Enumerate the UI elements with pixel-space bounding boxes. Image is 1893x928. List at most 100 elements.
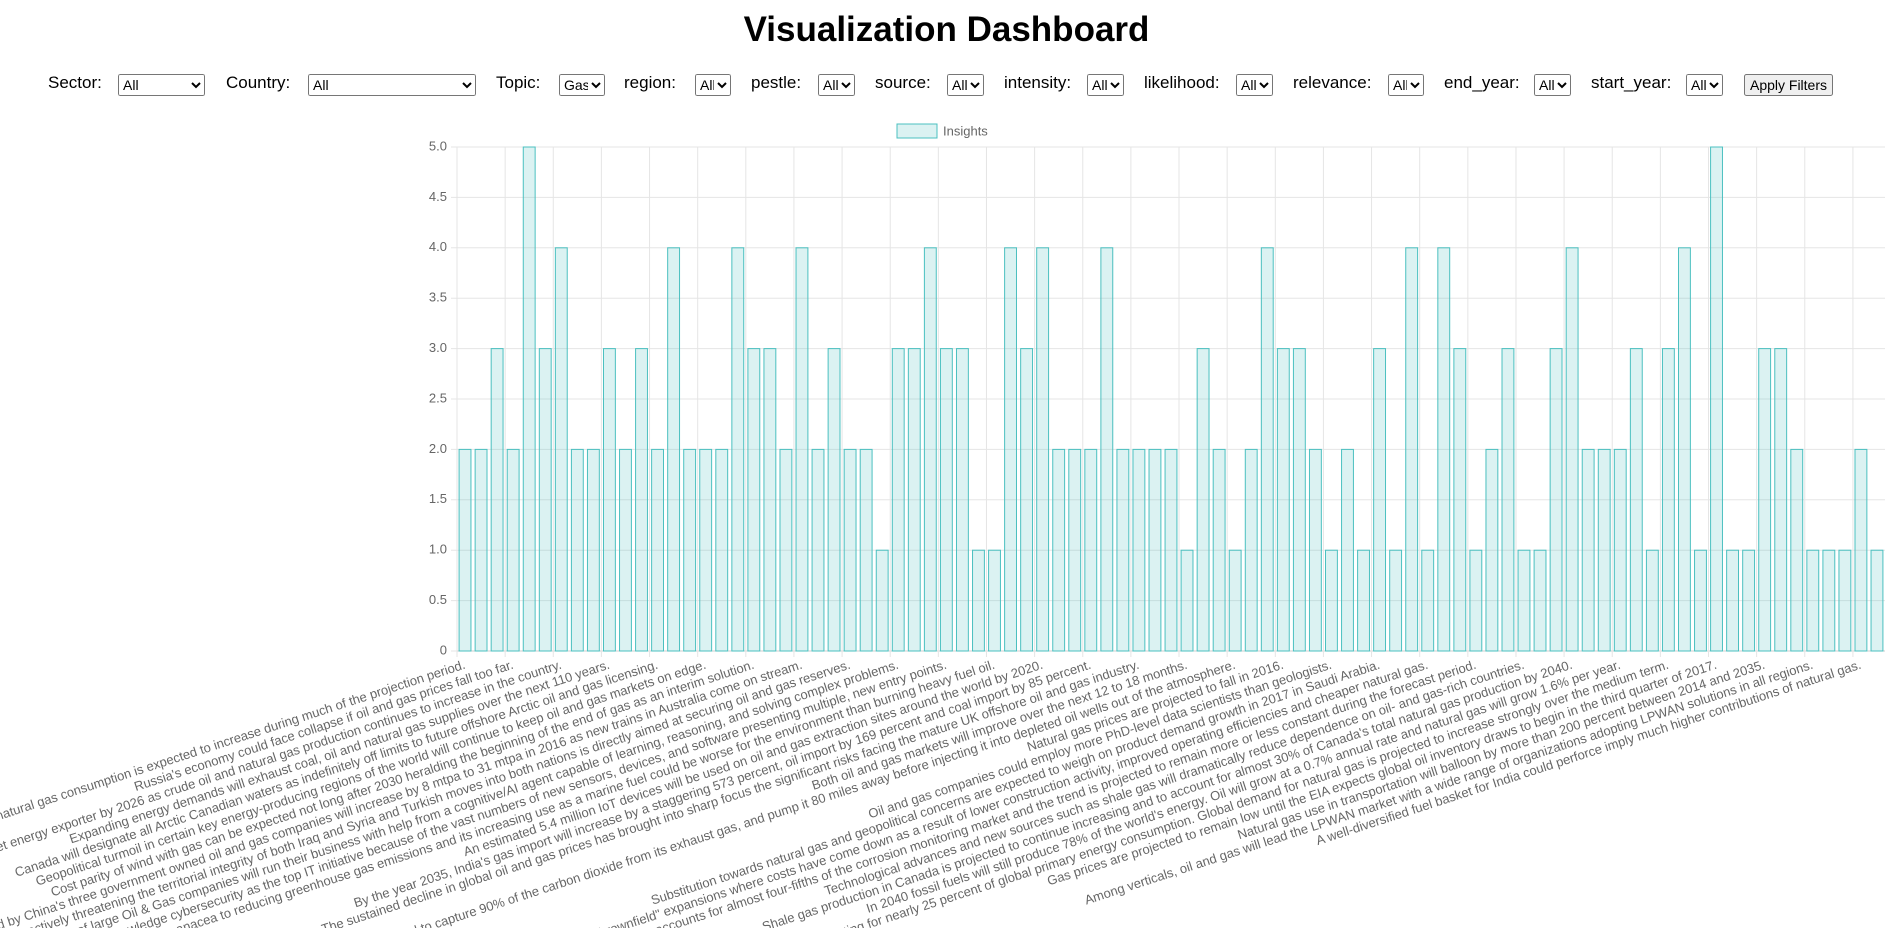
filter-select[interactable]: Gas: [559, 74, 605, 96]
bar: [667, 247, 681, 652]
filter-select[interactable]: All: [818, 74, 855, 96]
bar: [827, 348, 841, 652]
bar: [1148, 448, 1162, 652]
bar: [1838, 549, 1852, 652]
legend-label: Insights: [943, 123, 988, 138]
filter-label: intensity:: [1004, 73, 1072, 92]
bar: [570, 448, 584, 652]
bar: [1276, 348, 1290, 652]
bar: [1405, 247, 1419, 652]
bar: [1020, 348, 1034, 652]
bar: [1758, 348, 1772, 652]
filter-select[interactable]: All: [1388, 74, 1424, 96]
y-tick-label: 0.5: [429, 592, 447, 607]
bar: [506, 448, 520, 652]
bar: [1389, 549, 1403, 652]
bar: [490, 348, 504, 652]
bar: [683, 448, 697, 652]
bar: [1068, 448, 1082, 652]
bar: [1421, 549, 1435, 652]
bar: [1244, 448, 1258, 652]
filter-select[interactable]: All: [947, 74, 984, 96]
bar: [1164, 448, 1178, 652]
bar: [1597, 448, 1611, 652]
bar: [1228, 549, 1242, 652]
filter-select[interactable]: All: [1087, 74, 1124, 96]
bar: [1629, 348, 1643, 652]
bar: [923, 247, 937, 652]
bar: [538, 348, 552, 652]
bar: [1774, 348, 1788, 652]
bar: [1565, 247, 1579, 652]
bar: [1373, 348, 1387, 652]
bar: [1004, 247, 1017, 652]
bar: [875, 549, 889, 652]
filter-select[interactable]: All: [1236, 74, 1273, 96]
y-tick-label: 1.5: [429, 491, 447, 506]
bar: [1180, 549, 1194, 652]
apply-button[interactable]: Apply Filters: [1744, 74, 1833, 96]
bar: [522, 146, 536, 652]
bar: [1052, 448, 1066, 652]
filter-label: source:: [875, 73, 931, 92]
y-tick-label: 1.0: [429, 542, 447, 557]
filter-label: likelihood:: [1144, 73, 1220, 92]
filter-label: Sector:: [48, 73, 102, 92]
y-tick-label: 5.0: [429, 138, 447, 153]
bar: [1790, 448, 1804, 652]
bar: [1678, 247, 1691, 652]
filter-label: Country:: [226, 73, 291, 92]
bar: [1341, 448, 1354, 652]
bar: [1854, 448, 1868, 652]
filter-select[interactable]: All: [1534, 74, 1571, 96]
bar: [1501, 348, 1515, 652]
bar: [972, 549, 985, 652]
y-tick-label: 4.5: [429, 189, 447, 204]
filter-select[interactable]: All: [118, 74, 205, 96]
bar: [811, 448, 825, 652]
bar: [1325, 549, 1338, 652]
bar: [1549, 348, 1563, 652]
bar: [474, 448, 488, 652]
bar: [1742, 549, 1756, 652]
bar: [1212, 448, 1226, 652]
bar: [843, 448, 857, 652]
bar: [988, 549, 1001, 652]
bar: [1308, 448, 1322, 652]
legend-swatch: [896, 123, 938, 139]
bar: [1116, 448, 1130, 652]
bar: [1437, 247, 1451, 652]
bar: [458, 448, 472, 652]
filter-select[interactable]: All: [1686, 74, 1723, 96]
bar: [795, 247, 809, 652]
bar: [1726, 549, 1740, 652]
bar: [731, 247, 745, 652]
bar: [1806, 549, 1820, 652]
y-tick-label: 2.0: [429, 441, 447, 456]
bar: [1613, 448, 1627, 652]
bar: [859, 448, 873, 652]
bar: [891, 348, 905, 652]
bar: [1661, 348, 1675, 652]
bar: [699, 448, 713, 652]
bar: [747, 348, 761, 652]
bar: [715, 448, 729, 652]
bar: [602, 348, 616, 652]
filter-label: region:: [624, 73, 676, 92]
filter-select[interactable]: All: [695, 74, 731, 96]
bar: [939, 348, 953, 652]
filter-label: start_year:: [1591, 73, 1672, 92]
bar: [1196, 348, 1210, 652]
y-tick-label: 4.0: [429, 239, 447, 254]
bar: [1357, 549, 1370, 652]
bar: [955, 348, 969, 652]
bar: [763, 348, 777, 652]
bar: [651, 448, 664, 652]
bar: [1517, 549, 1531, 652]
filter-select[interactable]: All: [308, 74, 476, 96]
bar: [586, 448, 600, 652]
bar: [1100, 247, 1114, 652]
y-tick-label: 2.5: [429, 390, 447, 405]
